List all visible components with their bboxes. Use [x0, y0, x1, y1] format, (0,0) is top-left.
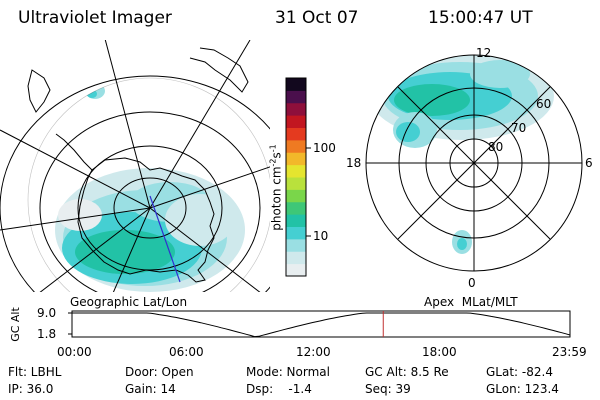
time-tick-0000: 00:00: [57, 345, 92, 359]
altitude-plot: [68, 310, 571, 338]
geographic-map: [0, 40, 270, 292]
latitude-rings: [0, 75, 270, 292]
colorbar-tick-100: 100: [313, 141, 336, 155]
colorbar-label: photon cm-2s-1: [268, 144, 284, 231]
mlt-label-18: 18: [346, 156, 362, 170]
door-info: Door: Open: [125, 365, 194, 379]
colorbar: [285, 77, 311, 277]
south-america-coastline: [189, 47, 249, 93]
geographic-caption: Geographic Lat/Lon: [70, 295, 188, 309]
seq-info: Seq: 39: [365, 382, 411, 396]
instrument-title: Ultraviolet Imager: [18, 8, 172, 28]
glon-info: GLon: 123.4: [486, 382, 559, 396]
glat-info: GLat: -82.4: [486, 365, 553, 379]
colorbar-stop: [286, 127, 306, 141]
time-tick-1200: 12:00: [296, 345, 331, 359]
antarctica-coastline: [77, 157, 215, 283]
colorbar-stop: [286, 90, 306, 104]
colorbar-stop: [286, 164, 306, 178]
colorbar-stop: [286, 214, 306, 227]
colorbar-stop: [286, 102, 306, 116]
colorbar-stop: [286, 152, 306, 166]
lat-label-70: 70: [511, 121, 527, 135]
altitude-plot-frame: [71, 310, 571, 338]
altitude-tick-low: 1.8: [37, 327, 57, 341]
mlt-meridians: [366, 55, 582, 271]
magnetic-caption: Apex MLat/MLT: [424, 295, 518, 309]
colorbar-stop: [286, 177, 306, 190]
colorbar-stop: [286, 201, 306, 215]
right-auroral-emission: [370, 55, 554, 254]
colorbar-stop: [286, 238, 306, 252]
colorbar-stop: [286, 115, 306, 128]
left-auroral-emission: [55, 83, 245, 292]
gain-info: Gain: 14: [125, 382, 176, 396]
altitude-curve: [72, 312, 570, 337]
lat-label-60: 60: [536, 97, 552, 111]
time-tick-2359: 23:59: [552, 345, 587, 359]
time-tick-1800: 18:00: [422, 345, 457, 359]
mlt-label-0: 0: [468, 276, 476, 290]
colorbar-stop: [286, 226, 306, 240]
altitude-axis-label: GC Alt: [8, 307, 22, 342]
mlt-label-12: 12: [476, 46, 492, 60]
lat-label-80: 80: [488, 140, 504, 154]
ip-info: IP: 36.0: [8, 382, 54, 396]
colorbar-stop: [286, 78, 306, 91]
colorbar-stop: [286, 139, 306, 153]
filter-info: Flt: LBHL: [8, 365, 62, 379]
sun-direction-line: [149, 195, 181, 283]
left-edge-coastline: [27, 69, 51, 113]
longitude-meridians: [0, 40, 270, 292]
colorbar-stop: [286, 189, 306, 203]
colorbar-tick-10: 10: [313, 229, 329, 243]
mode-info: Mode: Normal: [246, 365, 330, 379]
time-tick-0600: 06:00: [169, 345, 204, 359]
date-label: 31 Oct 07: [275, 8, 359, 28]
antarctic-peninsula: [55, 133, 93, 171]
colorbar-stop: [286, 263, 306, 277]
mlt-label-6: 6: [585, 156, 593, 170]
colorbar-stop: [286, 251, 306, 265]
altitude-tick-high: 9.0: [37, 306, 57, 320]
gc-alt-info: GC Alt: 8.5 Re: [365, 365, 449, 379]
dsp-info: Dsp: -1.4: [246, 382, 312, 396]
magnetic-polar-plot: [365, 54, 583, 272]
time-label: 15:00:47 UT: [428, 8, 533, 28]
